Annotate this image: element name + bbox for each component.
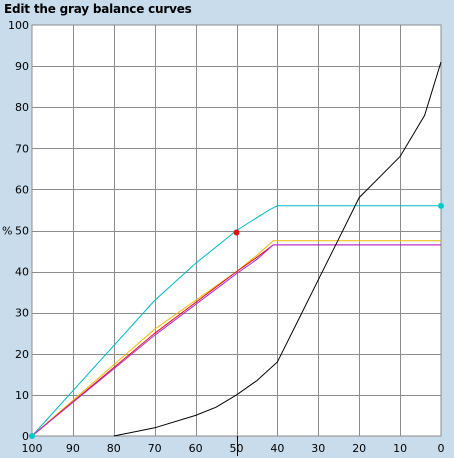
x-tick-label: 0 — [438, 442, 445, 455]
x-tick-label: 50 — [230, 442, 244, 455]
control-point-3[interactable] — [29, 433, 35, 439]
x-tick-label: 40 — [270, 442, 284, 455]
control-points[interactable] — [29, 202, 444, 439]
window-title: Edit the gray balance curves — [4, 2, 192, 16]
y-axis-label: % — [2, 225, 12, 238]
y-tick-label: 0 — [22, 430, 29, 443]
curve-2[interactable] — [31, 240, 441, 437]
curve-5[interactable] — [113, 61, 442, 437]
x-tick-label: 100 — [22, 442, 43, 455]
y-tick-label: 40 — [15, 266, 29, 279]
curve-4[interactable] — [31, 244, 441, 437]
y-tick-label: 30 — [15, 307, 29, 320]
x-tick-label: 10 — [393, 442, 407, 455]
y-tick-label: 20 — [15, 348, 29, 361]
y-tick-label: 70 — [15, 142, 29, 155]
y-tick-label: 90 — [15, 60, 29, 73]
x-tick-label: 30 — [311, 442, 325, 455]
y-tick-label: 100 — [8, 19, 29, 32]
x-tick-label: 80 — [107, 442, 121, 455]
x-tick-label: 90 — [66, 442, 80, 455]
x-tick-label: 20 — [352, 442, 366, 455]
y-axis-ticks: 0 10 20 30 40 50 60 70 80 90 100 — [8, 19, 29, 443]
y-tick-label: 60 — [15, 183, 29, 196]
y-tick-label: 50 — [15, 225, 29, 238]
x-tick-label: 60 — [189, 442, 203, 455]
x-tick-label: 70 — [148, 442, 162, 455]
y-tick-label: 80 — [15, 101, 29, 114]
curves[interactable] — [31, 61, 442, 437]
control-point-2[interactable] — [438, 202, 444, 209]
x-axis-ticks: 100 90 80 70 60 50 40 30 20 10 0 — [22, 442, 445, 455]
y-tick-label: 10 — [15, 389, 29, 402]
control-point-1[interactable] — [233, 229, 240, 236]
